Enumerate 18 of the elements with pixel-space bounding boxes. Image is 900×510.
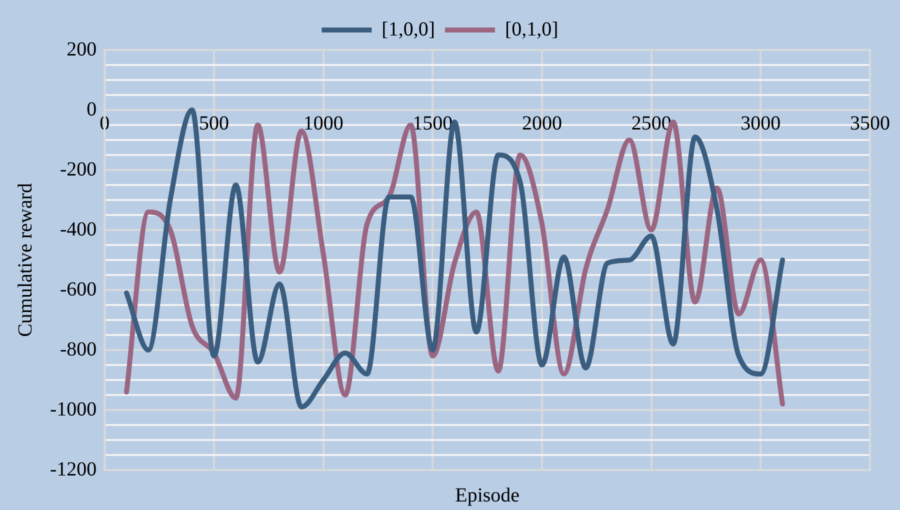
y-tick-label: 200 bbox=[66, 38, 97, 60]
y-tick-label: -400 bbox=[60, 218, 97, 240]
y-tick-label: -800 bbox=[60, 338, 97, 360]
y-tick-label: -1000 bbox=[50, 398, 97, 420]
legend-label: [0,1,0] bbox=[505, 18, 558, 40]
x-tick-label: 3000 bbox=[740, 112, 781, 134]
y-tick-label: -600 bbox=[60, 278, 97, 300]
x-tick-label: 500 bbox=[198, 112, 229, 134]
x-tick-label: 2000 bbox=[522, 112, 562, 134]
y-tick-label: 0 bbox=[86, 98, 97, 120]
x-tick-label: 1500 bbox=[412, 112, 453, 134]
y-axis-title: Cumulative reward bbox=[14, 183, 36, 337]
x-tick-label: 1000 bbox=[303, 112, 344, 134]
y-tick-label: -200 bbox=[60, 158, 97, 180]
x-axis-title: Episode bbox=[455, 484, 520, 506]
y-tick-label: -1200 bbox=[50, 458, 97, 480]
x-tick-label: 3500 bbox=[850, 112, 890, 134]
legend-label: [1,0,0] bbox=[382, 18, 436, 40]
